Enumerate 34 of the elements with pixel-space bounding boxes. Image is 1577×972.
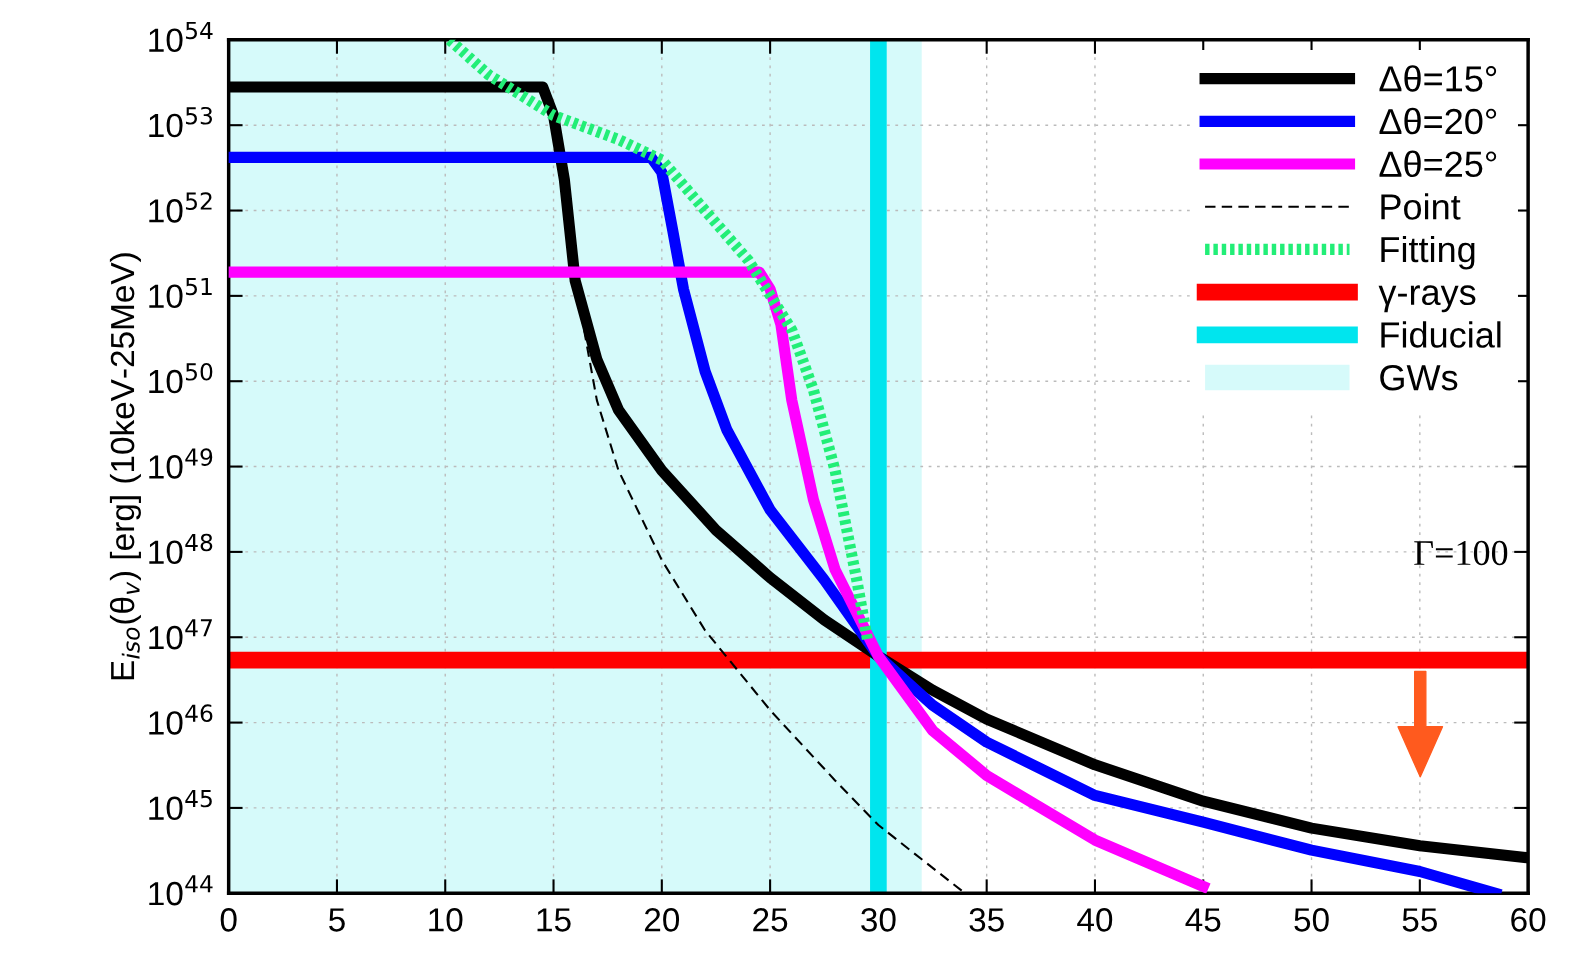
x-tick-label: 25 bbox=[753, 908, 788, 932]
y-tick-label: 10$^{49}$ bbox=[149, 448, 213, 479]
x-tick-label: 5 bbox=[329, 908, 345, 932]
x-tick-label: 35 bbox=[969, 908, 1004, 932]
annotation: Γ=100 bbox=[1414, 540, 1508, 566]
y-tick-label: 10$^{47}$ bbox=[149, 619, 212, 650]
y-tick-label: 10$^{45}$ bbox=[149, 790, 212, 821]
x-tick-label: 45 bbox=[1185, 908, 1221, 932]
y-tick-label: 10$^{54}$ bbox=[149, 21, 213, 53]
y-tick-label: 10$^{52}$ bbox=[149, 192, 212, 223]
legend-label: Δθ=25° bbox=[1379, 150, 1497, 178]
legend-label: GWs bbox=[1380, 364, 1458, 391]
legend-label: Δθ=20° bbox=[1379, 107, 1497, 135]
x-tick-label: 15 bbox=[537, 908, 571, 932]
y-tick-label: 10$^{46}$ bbox=[149, 704, 213, 735]
legend-label: Δθ=15° bbox=[1379, 65, 1497, 92]
x-tick-label: 30 bbox=[861, 908, 896, 932]
y-tick-label: 10$^{51}$ bbox=[149, 277, 212, 309]
x-tick-label: 10 bbox=[429, 908, 463, 932]
y-tick-label: 10$^{48}$ bbox=[149, 533, 213, 565]
y-axis-title: E$_{iso}$(θ$_{v}$) [erg] (10keV-25MeV) bbox=[109, 253, 141, 680]
x-tick-label: 60 bbox=[1511, 908, 1546, 932]
legend-label: Point bbox=[1381, 193, 1461, 220]
legend-label: Fiducial bbox=[1381, 321, 1501, 348]
y-tick-label: 10$^{44}$ bbox=[149, 875, 213, 906]
x-tick-label: 55 bbox=[1402, 908, 1437, 932]
legend-label: γ-rays bbox=[1378, 285, 1476, 313]
x-tick-label: 40 bbox=[1077, 908, 1113, 932]
x-tick-label: 20 bbox=[644, 908, 680, 932]
y-tick-label: 10$^{50}$ bbox=[149, 362, 213, 394]
y-tick-label: 10$^{53}$ bbox=[149, 106, 212, 138]
x-tick-label: 50 bbox=[1294, 908, 1329, 932]
legend-label: Fitting bbox=[1381, 235, 1475, 270]
x-tick-label: 0 bbox=[220, 908, 237, 932]
